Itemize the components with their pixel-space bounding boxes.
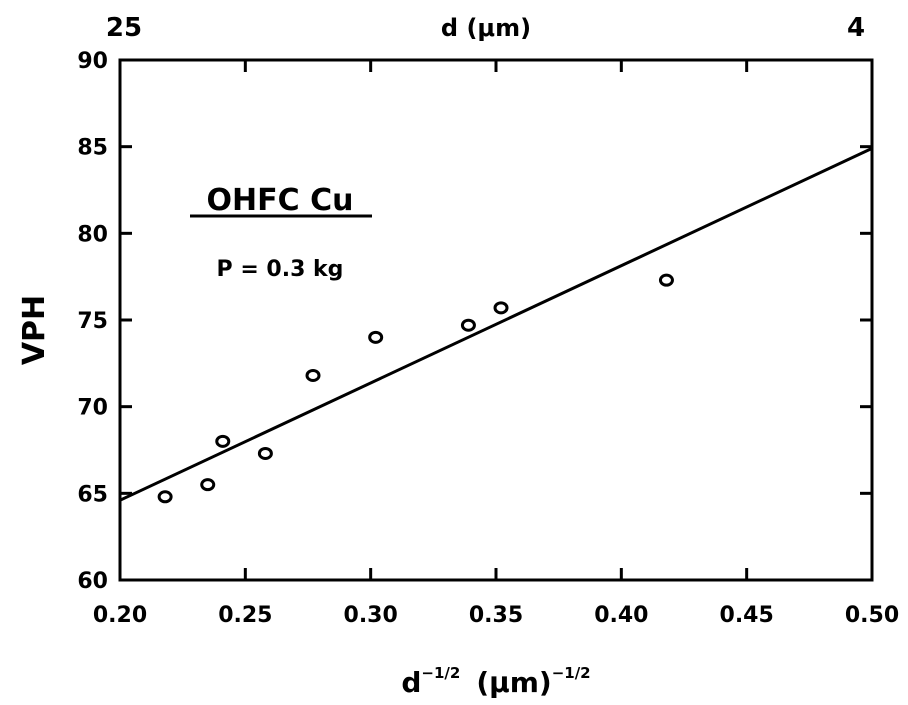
y-axis-title: VPH: [17, 295, 52, 365]
y-tick-label: 75: [77, 309, 108, 334]
x-tick-label: 0.50: [845, 603, 899, 628]
x-tick-label: 0.30: [344, 603, 398, 628]
data-point-8: [658, 273, 674, 287]
data-point-4: [305, 368, 321, 382]
y-axis-ticks: 60 65 70 75 80 85 90: [77, 49, 872, 594]
top-axis-title: d (μm): [441, 14, 531, 42]
x-axis-title-unit: (μm): [476, 666, 551, 699]
x-axis-title-var: d: [401, 666, 421, 699]
data-point-7: [493, 301, 509, 315]
x-axis-title-unit-exp: −1/2: [552, 664, 591, 682]
x-tick-label: 0.20: [93, 603, 147, 628]
y-tick-label: 90: [77, 49, 108, 74]
fit-line: [119, 147, 873, 502]
data-point-0: [157, 490, 173, 504]
x-axis-title-var-exp: −1/2: [421, 664, 460, 682]
data-points: [157, 273, 674, 504]
data-point-3: [257, 446, 273, 460]
data-point-5: [368, 330, 384, 344]
load-label: P = 0.3 kg: [217, 257, 344, 282]
material-label: OHFC Cu: [207, 183, 354, 218]
data-point-1: [200, 478, 216, 492]
x-tick-label: 0.45: [720, 603, 774, 628]
data-point-6: [460, 318, 476, 332]
data-point-2: [215, 434, 231, 448]
x-axis-ticks: 0.20 0.25 0.30 0.35 0.40 0.45 0.50: [93, 60, 899, 628]
y-tick-label: 85: [77, 136, 108, 161]
plot-frame: [118, 58, 874, 582]
x-tick-label: 0.35: [469, 603, 523, 628]
top-axis-right-label: 4: [847, 13, 865, 43]
y-tick-label: 80: [77, 222, 108, 247]
top-axis-left-label: 25: [106, 13, 142, 43]
x-tick-label: 0.40: [594, 603, 648, 628]
y-tick-label: 70: [77, 396, 108, 421]
y-tick-label: 65: [77, 482, 108, 507]
y-tick-label: 60: [77, 569, 108, 594]
x-tick-label: 0.25: [218, 603, 272, 628]
x-axis-title: d−1/2 (μm)−1/2: [401, 664, 590, 699]
